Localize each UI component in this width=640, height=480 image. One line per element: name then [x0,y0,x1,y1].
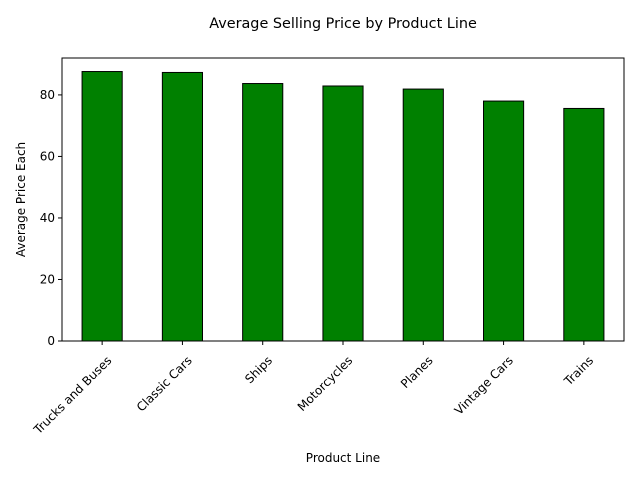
bar-4 [402,88,444,342]
bar-6 [563,107,605,342]
bar-3 [322,85,364,342]
y-tick-label-4: 80 [40,88,55,102]
bar-5 [483,100,525,342]
x-tick-label-0: Trucks and Buses [30,353,114,437]
x-tick-label-5: Vintage Cars [452,353,516,417]
y-tick-label-2: 40 [40,211,55,225]
y-tick-label-1: 20 [40,272,55,286]
y-axis-label: Average Price Each [14,142,28,257]
x-tick-label-6: Trains [561,353,596,388]
bar-1 [161,71,203,342]
chart-title: Average Selling Price by Product Line [209,16,477,32]
y-tick-label-3: 60 [40,149,55,163]
plot-frame [61,57,625,342]
bar-0 [81,71,123,342]
bar-2 [242,83,284,342]
x-axis-label: Product Line [306,451,380,465]
x-tick-label-2: Ships [242,353,275,386]
bars-layer [81,71,605,342]
y-axis-ticks: 0 20 40 60 80 [40,88,62,348]
y-tick-label-0: 0 [47,334,55,348]
x-tick-label-4: Planes [398,353,436,391]
x-tick-label-1: Classic Cars [134,353,195,414]
x-axis-ticks: Trucks and Buses Classic Cars Ships Motorcy… [30,341,596,437]
x-tick-label-3: Motorcycles [295,353,356,414]
